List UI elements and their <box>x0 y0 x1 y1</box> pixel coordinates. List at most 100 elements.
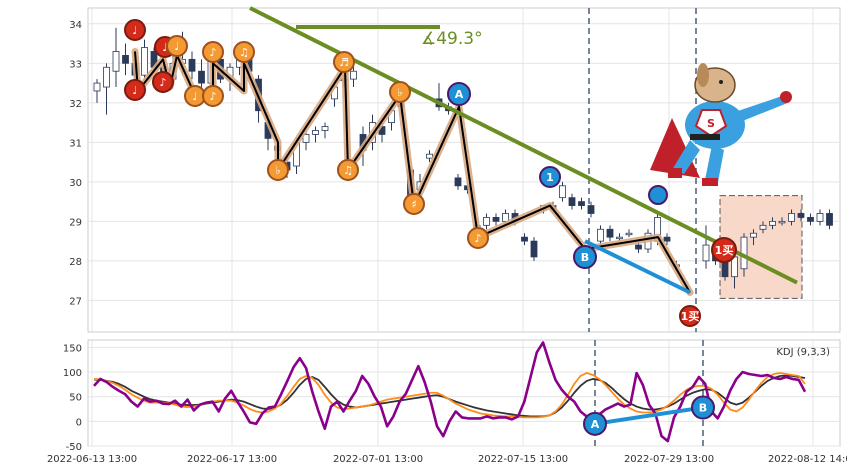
signal-marker <box>679 305 701 327</box>
kdj-marker-label: B <box>699 402 707 415</box>
candle-body <box>188 58 196 72</box>
candle-body <box>797 213 805 218</box>
kdj-ab-line <box>594 405 704 426</box>
x-tick-label: 2022-06-13 13:00 <box>47 454 137 465</box>
candle-body <box>587 205 595 214</box>
signal-marker-label: ♫ <box>239 46 249 59</box>
kdj-y-tick-label: 50 <box>69 393 82 404</box>
glove <box>780 91 792 103</box>
signal-marker-label: 1 <box>546 171 554 184</box>
signal-marker-label: A <box>455 88 464 101</box>
kdj-panel <box>87 339 841 447</box>
candle-body <box>302 134 310 143</box>
signal-marker-label: ♬ <box>339 56 349 69</box>
signal-marker <box>403 193 425 215</box>
kdj-marker <box>583 411 607 436</box>
candle-body <box>492 217 500 222</box>
boot <box>668 168 682 178</box>
x-tick-label: 2022-06-17 13:00 <box>187 454 277 465</box>
candle-body <box>807 217 814 222</box>
signal-marker-label: ♪ <box>159 76 166 89</box>
signal-marker <box>124 79 146 101</box>
chest-shield <box>694 109 728 138</box>
x-tick-label: 2022-07-01 13:00 <box>333 454 423 465</box>
candle-body <box>521 236 528 242</box>
signal-marker-label: ♩ <box>162 41 167 54</box>
signal-marker <box>447 82 471 106</box>
kdj-y-tick-label: 100 <box>63 368 82 379</box>
candle-body <box>321 126 329 131</box>
candle-body <box>616 236 623 240</box>
candle-body <box>312 130 319 135</box>
signal-marker <box>233 41 255 63</box>
y-tick-label: 31 <box>69 138 82 149</box>
buy-marker-label: 1买 <box>715 244 734 257</box>
signal-marker <box>152 71 174 93</box>
kdj-title: KDJ (9,3,3) <box>776 347 830 358</box>
signal-marker-label: ♩ <box>132 24 137 37</box>
signal-marker <box>648 185 668 205</box>
candle-body <box>112 51 120 72</box>
candle-body <box>454 177 462 187</box>
signal-marker-label: ♯ <box>411 198 416 211</box>
y-tick-label: 28 <box>69 257 82 268</box>
signal-marker <box>539 166 561 188</box>
kdj-series-2 <box>93 341 807 443</box>
arm <box>735 95 790 122</box>
kdj-y-tick-label: 0 <box>76 417 82 428</box>
eye <box>719 80 723 84</box>
signal-marker-label: ♪ <box>209 90 216 103</box>
signal-marker-label: ♭ <box>275 164 280 177</box>
boot <box>702 178 718 186</box>
leg <box>672 140 700 174</box>
y-tick-label: 34 <box>69 20 82 31</box>
candle-body <box>597 228 604 242</box>
kdj-marker <box>691 395 715 420</box>
candle-body <box>606 228 614 238</box>
ear <box>697 63 709 87</box>
candle-body <box>103 66 110 88</box>
chest-letter: S <box>707 117 715 130</box>
signal-marker-label: ♫ <box>343 164 353 177</box>
candle-body <box>198 70 205 84</box>
signal-marker <box>467 227 489 249</box>
y-tick-label: 30 <box>69 178 82 189</box>
superhero-dog-icon: S <box>650 63 792 186</box>
candle-body <box>559 185 566 199</box>
signal-marker-label: ♩ <box>192 90 197 103</box>
candle-body <box>702 244 710 262</box>
candle-body <box>530 240 538 258</box>
candle-body <box>483 217 490 226</box>
y-tick-label: 32 <box>69 99 82 110</box>
signal-marker <box>267 159 289 181</box>
trend-angle-label: ∡49.3° <box>421 29 483 49</box>
kdj-y-tick-label: -50 <box>66 442 82 453</box>
kdj-y-tick-label: 150 <box>63 343 82 354</box>
signal-marker <box>337 159 359 181</box>
candle-body <box>721 260 729 278</box>
signal-marker <box>573 245 597 269</box>
signal-marker <box>166 35 188 57</box>
candle-body <box>122 55 129 64</box>
signal-marker-label: ♪ <box>474 232 481 245</box>
candle-body <box>769 220 776 226</box>
candle-body <box>750 232 757 238</box>
candle-body <box>788 213 795 222</box>
signal-marker-halo <box>711 237 737 263</box>
candle-body <box>816 213 824 222</box>
y-tick-label: 27 <box>69 296 82 307</box>
candle-body <box>502 213 509 222</box>
zigzag-line <box>134 51 691 293</box>
signal-marker-label: B <box>581 251 589 264</box>
ab-line <box>584 239 691 295</box>
candle-body <box>778 220 786 224</box>
signal-marker-label: ♩ <box>174 40 179 53</box>
candle-body <box>759 224 767 230</box>
signal-marker-label: 1买 <box>681 310 700 323</box>
candle-body <box>826 213 833 226</box>
signal-marker <box>389 81 411 103</box>
x-tick-label: 2022-07-29 13:00 <box>624 454 714 465</box>
y-tick-label: 29 <box>69 217 82 228</box>
